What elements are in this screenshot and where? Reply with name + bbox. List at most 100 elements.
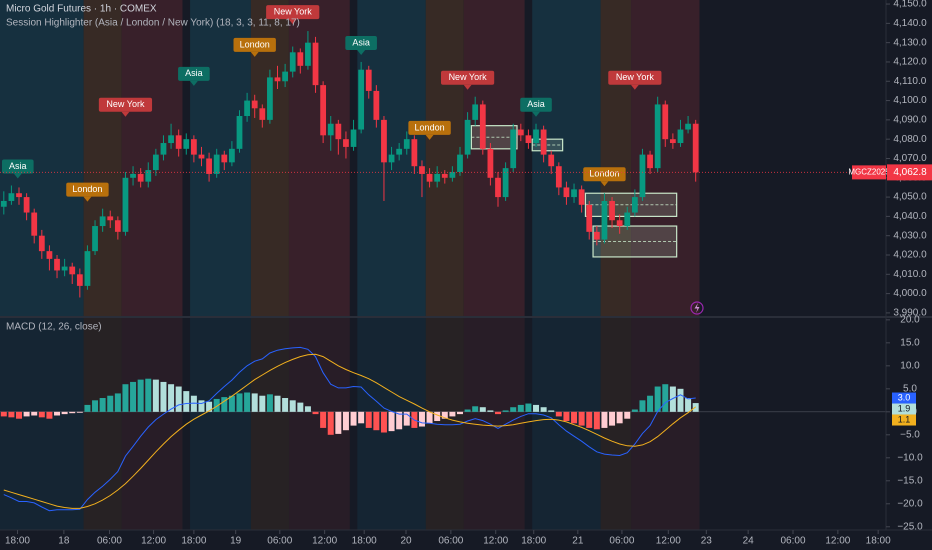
candle-body bbox=[616, 220, 623, 227]
candle-body bbox=[464, 119, 471, 155]
histogram-bar bbox=[373, 411, 380, 431]
histogram-bar bbox=[502, 410, 509, 412]
session-tag bbox=[66, 182, 109, 197]
histogram-bar bbox=[54, 411, 61, 416]
histogram-bar bbox=[639, 400, 646, 412]
last-price-label: 4,062.8 bbox=[893, 167, 927, 178]
y-tick-label: 4,110.0 bbox=[894, 76, 927, 87]
candle-body bbox=[548, 154, 555, 167]
histogram-bar bbox=[76, 411, 83, 413]
session-tag bbox=[608, 70, 662, 85]
histogram-bar bbox=[274, 395, 281, 412]
y-tick-label: 4,030.0 bbox=[893, 230, 927, 241]
candle-body bbox=[358, 69, 365, 130]
last-value-label: 1.1 bbox=[898, 414, 911, 424]
candle-body bbox=[320, 85, 327, 136]
histogram-bar bbox=[198, 400, 205, 412]
histogram-bar bbox=[84, 404, 91, 412]
candle-body bbox=[244, 100, 250, 117]
candle-body bbox=[578, 189, 585, 205]
histogram-bar bbox=[251, 393, 258, 412]
macd-title: MACD (12, 26, close) bbox=[6, 322, 102, 333]
session-tag-label: Asia bbox=[9, 161, 27, 171]
histogram-bar bbox=[624, 411, 631, 419]
histogram-bar bbox=[206, 401, 213, 412]
candle-body bbox=[114, 220, 121, 232]
signal-line bbox=[3, 353, 697, 509]
last-price-tag bbox=[887, 164, 932, 181]
histogram-bar bbox=[266, 394, 273, 412]
y-tick-label: 4,130.0 bbox=[893, 37, 927, 48]
candle-body bbox=[517, 129, 524, 136]
histogram-bar bbox=[510, 407, 517, 412]
y-tick-label: 4,070.0 bbox=[893, 153, 927, 164]
histogram-bar bbox=[578, 411, 585, 426]
histogram-bar bbox=[396, 411, 403, 430]
histogram-bar bbox=[571, 411, 578, 424]
histogram-bar bbox=[685, 398, 692, 412]
histogram-bar bbox=[145, 378, 152, 412]
candle-body bbox=[624, 212, 631, 227]
y-tick-label: 4,010.0 bbox=[893, 269, 927, 280]
candle-body bbox=[335, 123, 342, 140]
candle-body bbox=[571, 189, 577, 198]
histogram-bar bbox=[403, 411, 410, 426]
candle-body bbox=[677, 129, 684, 144]
candle-body bbox=[540, 129, 547, 155]
candle-body bbox=[647, 154, 653, 169]
candle-body bbox=[365, 69, 372, 91]
candle-body bbox=[152, 154, 159, 171]
candle-body bbox=[685, 123, 691, 130]
session-band bbox=[532, 0, 601, 316]
candle-body bbox=[160, 143, 167, 155]
candle-body bbox=[0, 200, 7, 207]
y-tick-label: 15.0 bbox=[900, 337, 920, 348]
candle-body bbox=[31, 212, 38, 236]
histogram-bar bbox=[380, 411, 387, 433]
session-tag-pointer bbox=[189, 80, 198, 86]
candle-body bbox=[76, 274, 83, 286]
histogram-bar bbox=[236, 393, 243, 412]
candle-body bbox=[69, 266, 76, 275]
candle-body bbox=[54, 258, 60, 271]
candle-body bbox=[472, 104, 479, 120]
session-tag bbox=[408, 120, 451, 135]
alert-icon[interactable] bbox=[690, 301, 704, 315]
session-tag-label: Asia bbox=[527, 99, 545, 109]
histogram-bar bbox=[61, 411, 68, 415]
y-tick-label: 4,090.0 bbox=[893, 115, 927, 126]
x-tick-label: 18:00 bbox=[866, 536, 891, 547]
histogram-bar bbox=[122, 384, 129, 412]
candle-body bbox=[38, 235, 45, 252]
candle-body bbox=[8, 193, 15, 201]
histogram-bar bbox=[23, 411, 30, 417]
session-tag-pointer bbox=[83, 196, 92, 202]
x-tick-label: 12:00 bbox=[312, 536, 337, 547]
session-tag-pointer bbox=[250, 51, 259, 57]
candle-body bbox=[555, 166, 562, 188]
session-tag-pointer bbox=[463, 84, 472, 90]
session-tag-pointer bbox=[600, 181, 609, 187]
y-tick-label: −20.0 bbox=[897, 498, 923, 509]
candle-body bbox=[229, 148, 235, 163]
session-band-macd bbox=[250, 318, 289, 530]
histogram-bar bbox=[593, 411, 600, 430]
candle-body bbox=[259, 108, 266, 120]
candle-body bbox=[479, 104, 486, 149]
session-tag-label: Asia bbox=[185, 68, 203, 78]
histogram-bar bbox=[304, 406, 311, 412]
candle-body bbox=[61, 266, 68, 271]
histogram-bar bbox=[487, 410, 494, 412]
session-tag-pointer bbox=[630, 84, 639, 90]
histogram-bar bbox=[555, 411, 562, 417]
x-tick-label: 06:00 bbox=[609, 536, 634, 547]
histogram-bar bbox=[548, 410, 555, 412]
last-value-label: 3.0 bbox=[898, 392, 911, 402]
candle-body bbox=[297, 52, 304, 66]
candle-body bbox=[221, 154, 228, 163]
candle-body bbox=[381, 119, 387, 163]
session-tag-pointer bbox=[532, 111, 541, 117]
histogram-bar bbox=[586, 411, 593, 428]
candle-body bbox=[593, 231, 600, 240]
histogram-bar bbox=[297, 402, 304, 412]
